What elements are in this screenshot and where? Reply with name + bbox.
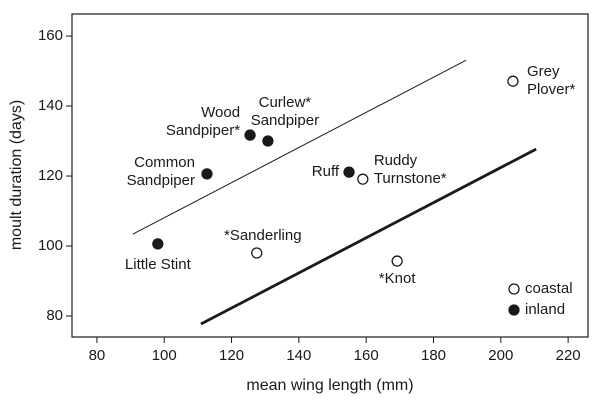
point-label: *Sanderling <box>224 227 302 244</box>
trend-line <box>200 147 537 326</box>
data-point <box>507 75 519 87</box>
point-label: Sandpiper <box>127 172 195 189</box>
trend-line <box>132 59 467 235</box>
point-label: Plover* <box>527 81 576 98</box>
legend-label: coastal <box>525 280 573 297</box>
x-tick-label: 160 <box>354 347 379 364</box>
x-tick-label: 200 <box>488 347 513 364</box>
x-tick-label: 140 <box>286 347 311 364</box>
data-point <box>152 238 164 250</box>
x-axis-title: mean wing length (mm) <box>246 377 413 394</box>
data-point <box>343 166 355 178</box>
data-point <box>262 135 274 147</box>
x-tick-label: 80 <box>89 347 106 364</box>
x-tick-label: 120 <box>219 347 244 364</box>
data-point <box>201 168 213 180</box>
data-point <box>357 173 369 185</box>
point-label: Little Stint <box>125 256 192 273</box>
y-tick-label: 80 <box>46 307 63 324</box>
point-label: Grey <box>527 63 560 80</box>
y-axis-title: moult duration (days) <box>8 100 25 250</box>
data-point <box>391 255 403 267</box>
data-point <box>251 247 263 259</box>
plot-frame <box>71 13 589 338</box>
y-tick-label: 160 <box>38 27 63 44</box>
point-label: Turnstone* <box>374 170 447 187</box>
x-tick-label: 180 <box>421 347 446 364</box>
point-label: Ruddy <box>374 152 418 169</box>
point-label: Sandpiper <box>251 112 319 129</box>
y-tick-label: 120 <box>38 167 63 184</box>
legend-label: inland <box>525 301 565 318</box>
x-tick-label: 100 <box>152 347 177 364</box>
point-label: Curlew* <box>259 94 312 111</box>
y-tick-label: 100 <box>38 237 63 254</box>
point-label: Wood <box>201 104 240 121</box>
point-label: Common <box>134 154 195 171</box>
data-point <box>244 129 256 141</box>
point-label: Ruff <box>312 163 340 180</box>
x-tick-label: 220 <box>556 347 581 364</box>
point-label: *Knot <box>379 270 417 287</box>
legend-marker <box>508 304 520 316</box>
legend-marker <box>508 283 520 295</box>
point-label: Sandpiper* <box>166 122 240 139</box>
y-tick-label: 140 <box>38 97 63 114</box>
